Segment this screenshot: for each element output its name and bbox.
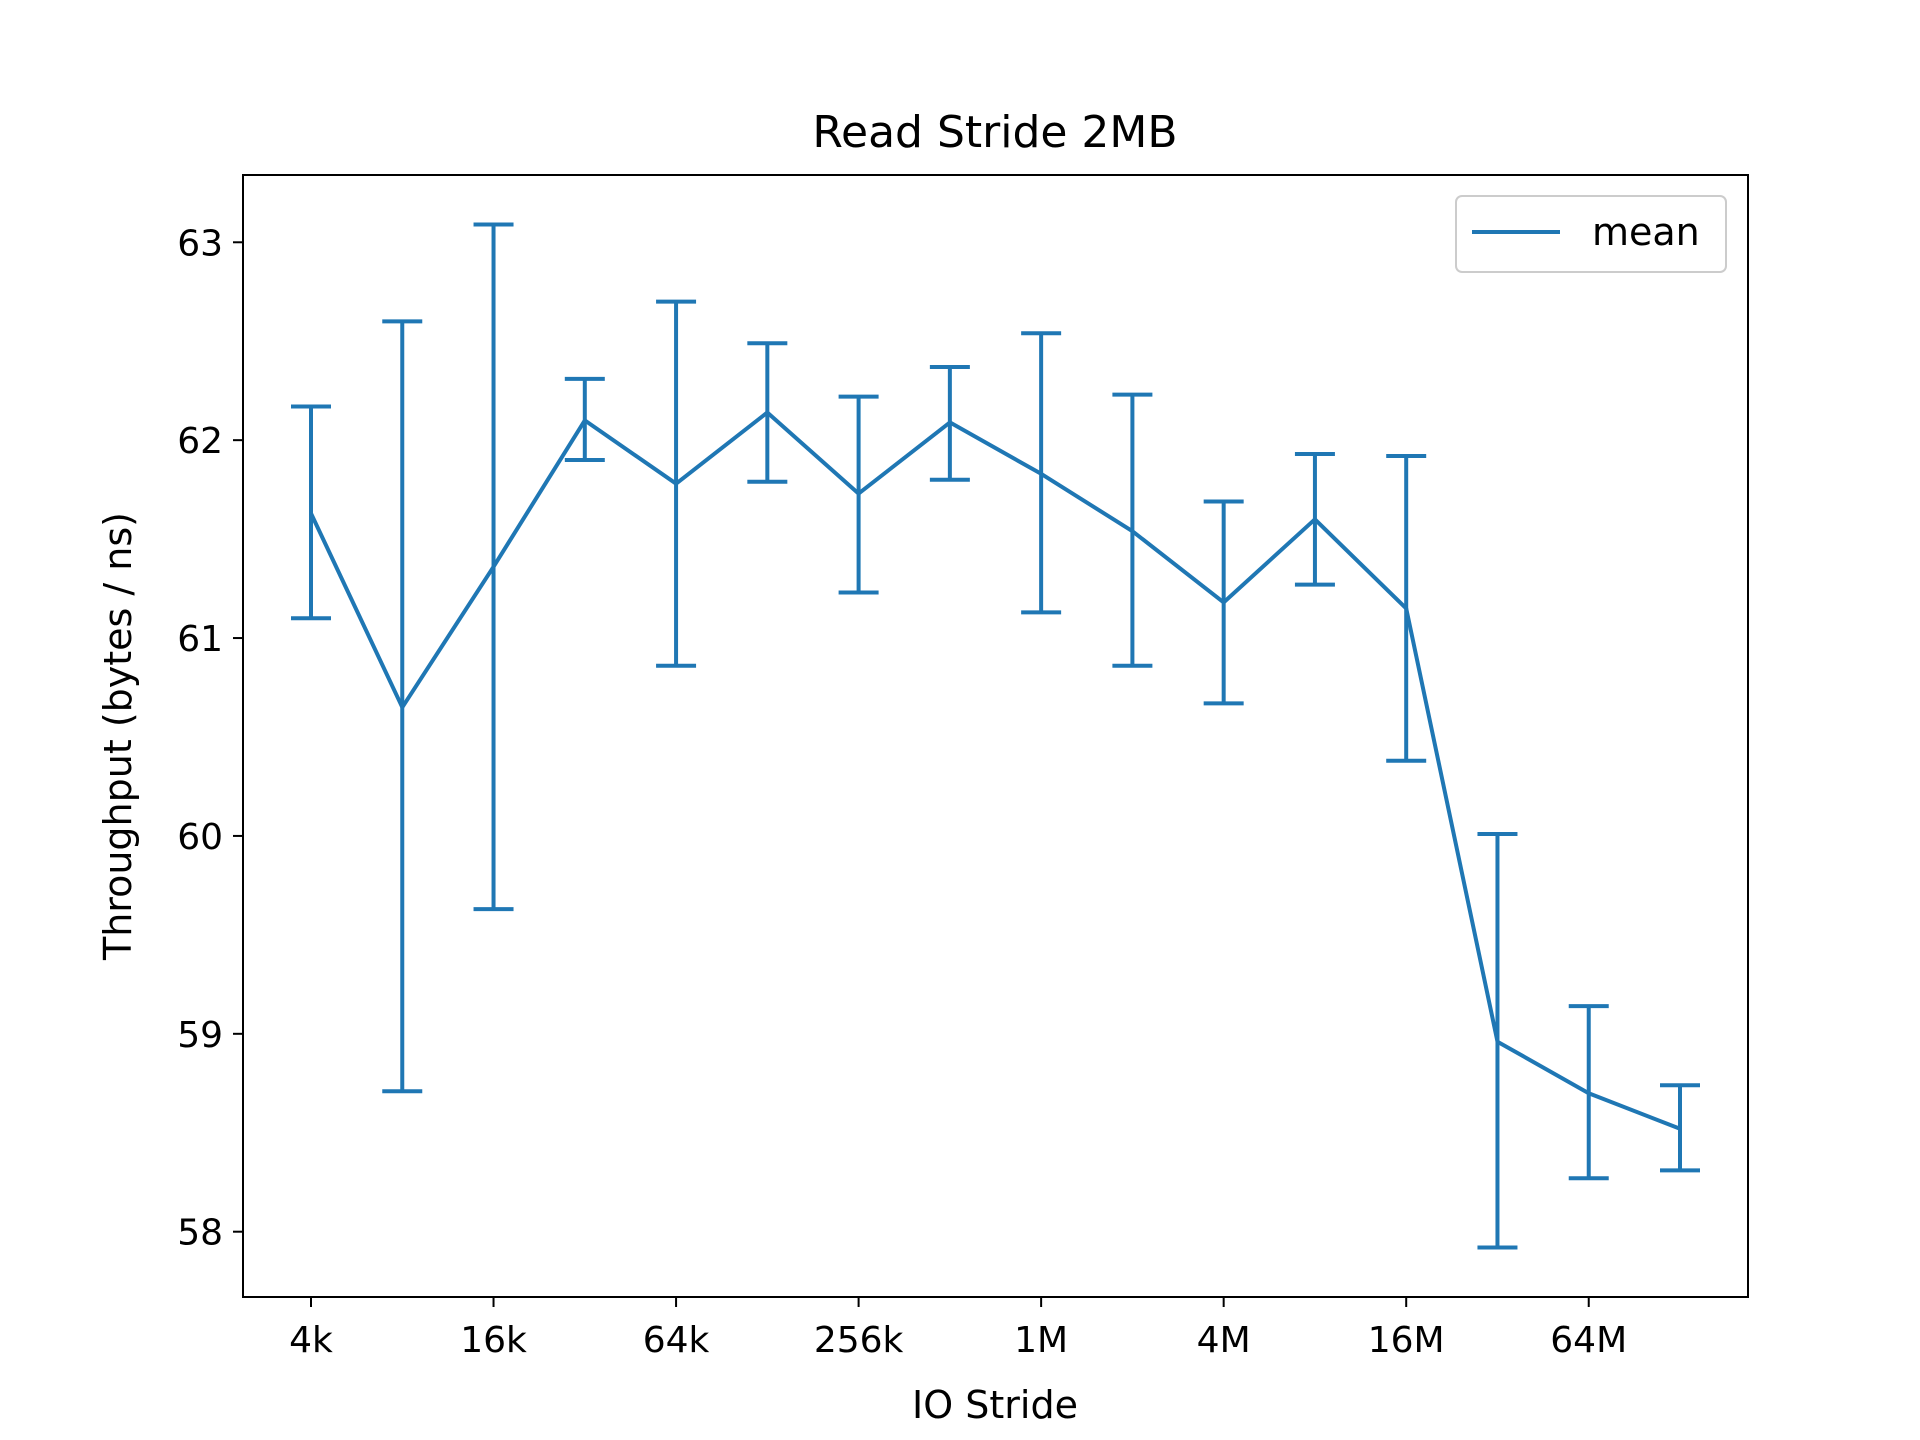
x-tick-label: 64M (1550, 1320, 1627, 1361)
y-tick-label: 63 (177, 223, 223, 264)
y-tick-label: 59 (177, 1015, 223, 1056)
x-tick-label: 1M (1014, 1320, 1068, 1361)
chart-title: Read Stride 2MB (812, 107, 1177, 158)
x-tick-label: 16k (460, 1320, 527, 1361)
x-tick-label: 4M (1197, 1320, 1251, 1361)
legend-box (1455, 195, 1727, 273)
y-tick-label: 62 (177, 421, 223, 462)
legend: mean (1455, 195, 1727, 273)
x-tick-label: 16M (1368, 1320, 1445, 1361)
axes-frame (242, 174, 1749, 1298)
x-tick-label: 256k (814, 1320, 904, 1361)
plot-area (291, 222, 1700, 1250)
y-tick-label: 60 (177, 817, 223, 858)
x-axis-label: IO Stride (912, 1383, 1078, 1427)
legend-label-mean: mean (1592, 210, 1700, 254)
x-axis: 4k 16k 64k 256k 1M 4M 16M 64M (289, 1297, 1627, 1361)
x-tick-label: 4k (289, 1320, 333, 1361)
x-tick-label: 64k (643, 1320, 710, 1361)
y-tick-label: 61 (177, 619, 223, 660)
series-line-mean (309, 410, 1681, 1131)
y-axis-label: Throughput (bytes / ns) (96, 512, 140, 961)
y-tick-label: 58 (177, 1213, 223, 1254)
y-axis: 58 59 60 61 62 63 (177, 223, 243, 1254)
